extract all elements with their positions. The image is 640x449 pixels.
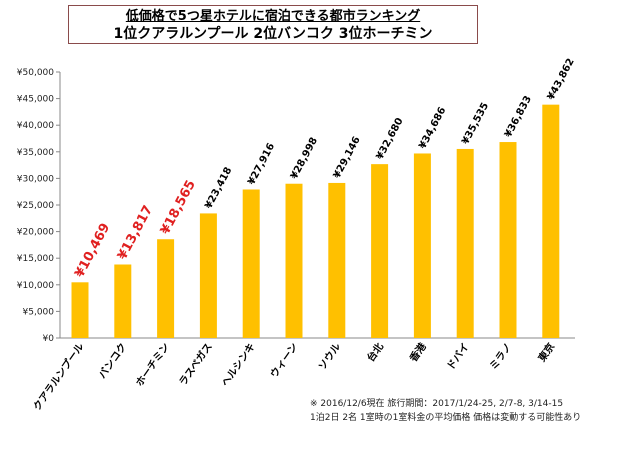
y-tick-label: ¥0 [43,334,55,344]
bar [456,148,474,338]
y-tick-label: ¥10,000 [17,281,54,291]
footnote-date: ※ 2016/12/6現在 旅行期間：2017/1/24-25, 2/7-8, … [310,399,564,409]
y-tick-label: ¥20,000 [17,228,54,238]
y-tick-label: ¥30,000 [17,174,54,184]
x-category-label: 東京 [535,340,557,364]
y-tick-label: ¥15,000 [17,254,54,264]
bar [285,183,303,338]
bar-value-label: ¥34,686 [417,105,448,150]
bar [499,142,517,338]
x-category-label: バンコク [96,341,129,381]
bar-value-label: ¥27,916 [246,141,277,186]
x-category-label: 台北 [364,340,386,364]
x-category-label: 香港 [407,339,430,364]
x-category-label: クアラルンプール [30,340,86,413]
chart-subtitle: 1位クアラルンプール 2位バンコク 3位ホーチミン [113,26,433,42]
bar [157,239,175,338]
bar [199,213,217,338]
bar [413,153,431,338]
bar [242,189,260,338]
footnote-price: 1泊2日 2名 1室時の1室料金の平均価格 価格は変動する可能性あり [310,413,582,423]
bar-value-label: ¥23,418 [203,165,234,210]
y-tick-label: ¥40,000 [17,121,54,131]
bar-value-label: ¥18,565 [158,178,199,237]
bar [542,104,560,338]
x-category-label: ウィーン [268,341,300,380]
bar [71,282,89,338]
chart-title-box: 低価格で5つ星ホテルに宿泊できる都市ランキング 1位クアラルンプール 2位バンコ… [68,5,478,44]
y-tick-label: ¥25,000 [17,201,54,211]
x-category-label: ヘルシンキ [219,341,258,389]
x-category-label: ソウル [316,341,343,372]
bar-value-label: ¥28,998 [289,136,320,181]
bar-value-label: ¥13,817 [115,203,156,262]
y-tick-label: ¥5,000 [23,307,55,317]
x-category-label: ドバイ [445,341,472,372]
bar-value-label: ¥32,680 [375,116,406,161]
bar [328,182,346,338]
x-category-label: ミラノ [488,341,515,372]
bar-value-label: ¥10,469 [72,221,113,280]
bar-value-label: ¥29,146 [332,135,363,180]
y-tick-label: ¥45,000 [17,95,54,105]
bar [114,264,132,338]
chart-title: 低価格で5つ星ホテルに宿泊できる都市ランキング [125,9,421,24]
x-category-label: ラスベガス [176,340,215,388]
bar-value-label: ¥35,535 [460,101,491,146]
bar-value-label: ¥36,833 [503,94,534,139]
bar [371,164,389,338]
y-tick-label: ¥50,000 [17,68,54,78]
bar-value-label: ¥43,862 [546,57,577,102]
x-category-label: ホーチミン [134,341,173,389]
y-tick-label: ¥35,000 [17,148,54,158]
